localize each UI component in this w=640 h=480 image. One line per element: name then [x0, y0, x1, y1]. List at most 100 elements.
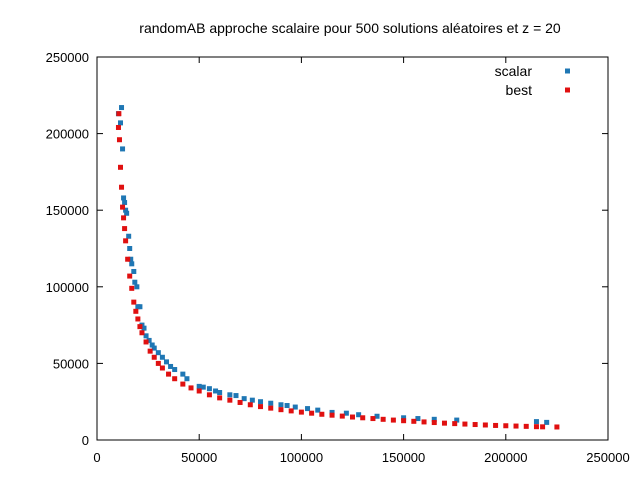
point-scalar	[119, 105, 125, 111]
point-scalar	[159, 354, 165, 360]
series-best	[115, 111, 560, 430]
point-scalar	[184, 376, 190, 382]
point-best	[115, 124, 121, 130]
point-best	[390, 417, 396, 423]
point-scalar	[454, 417, 460, 423]
point-best	[127, 273, 133, 279]
x-tick-label: 250000	[586, 450, 629, 465]
point-best	[135, 316, 141, 322]
point-best	[523, 423, 529, 429]
point-best	[139, 330, 145, 336]
point-best	[116, 137, 122, 143]
point-best	[131, 299, 137, 305]
y-tick-label: 0	[82, 433, 89, 448]
point-best	[143, 339, 149, 345]
point-best	[227, 397, 233, 403]
point-best	[472, 422, 478, 428]
x-tick-label: 150000	[382, 450, 425, 465]
point-best	[503, 423, 509, 429]
point-scalar	[196, 383, 202, 389]
point-best	[166, 371, 172, 377]
point-best	[482, 422, 488, 428]
point-scalar	[284, 403, 290, 409]
point-scalar	[268, 400, 274, 406]
y-tick-label: 100000	[46, 280, 89, 295]
plot-area-border	[96, 56, 609, 441]
point-best	[247, 402, 253, 408]
point-best	[298, 409, 304, 415]
axes: 0 50000 100000 150000 200000 250000 0 50000 1000…	[46, 50, 630, 465]
point-scalar	[134, 284, 140, 290]
point-scalar	[200, 384, 206, 390]
point-best	[151, 354, 157, 360]
point-scalar	[120, 146, 126, 152]
chart-title: randomAB approche scalaire pour 500 solu…	[139, 20, 561, 36]
y-tick-label: 250000	[46, 50, 89, 65]
point-best	[540, 424, 546, 430]
point-best	[421, 419, 427, 425]
point-best	[122, 226, 128, 232]
point-best	[133, 308, 139, 314]
point-best	[319, 411, 325, 417]
point-best	[116, 111, 122, 117]
point-best	[360, 415, 366, 421]
point-scalar	[227, 392, 233, 398]
point-scalar	[233, 393, 239, 399]
point-best	[217, 395, 223, 401]
point-best	[129, 285, 135, 291]
point-best	[329, 412, 335, 418]
point-scalar	[168, 363, 174, 369]
point-best	[493, 422, 499, 428]
point-scalar	[124, 210, 130, 216]
point-best	[159, 365, 165, 371]
point-scalar	[172, 367, 178, 373]
point-scalar	[146, 337, 152, 343]
x-tick-label: 0	[93, 450, 100, 465]
point-scalar	[128, 256, 134, 262]
point-best	[370, 416, 376, 422]
point-scalar	[155, 350, 161, 356]
point-scalar	[374, 413, 380, 419]
y-tick-label: 150000	[46, 203, 89, 218]
point-scalar	[217, 390, 223, 396]
point-best	[119, 184, 125, 190]
y-tick-label: 200000	[46, 127, 89, 142]
point-best	[452, 421, 458, 427]
point-best	[401, 418, 407, 424]
point-scalar	[278, 402, 284, 408]
point-scalar	[241, 396, 247, 402]
point-scalar	[305, 406, 311, 412]
point-scalar	[149, 342, 155, 348]
point-scalar	[126, 233, 132, 239]
x-tick-label: 50000	[181, 450, 217, 465]
point-best	[278, 407, 284, 413]
point-best	[258, 404, 264, 410]
point-best	[188, 385, 194, 391]
y-tick-label: 50000	[53, 356, 89, 371]
point-scalar	[118, 120, 124, 126]
point-scalar	[206, 386, 212, 392]
point-scalar	[121, 195, 127, 201]
point-scalar	[213, 388, 219, 394]
point-best	[411, 418, 417, 424]
point-best	[309, 410, 315, 416]
point-best	[172, 376, 178, 382]
legend-marker-scalar	[565, 68, 570, 74]
point-scalar	[180, 371, 186, 377]
point-best	[431, 420, 437, 426]
point-scalar	[329, 409, 335, 415]
point-best	[206, 392, 212, 398]
point-best	[462, 421, 468, 427]
point-best	[380, 416, 386, 422]
point-scalar	[401, 415, 407, 421]
point-scalar	[356, 412, 362, 418]
point-scalar	[343, 410, 349, 416]
data-points	[115, 105, 560, 430]
x-tick-label: 200000	[484, 450, 527, 465]
point-best	[554, 424, 560, 430]
legend-label-scalar: scalar	[495, 63, 533, 79]
point-scalar	[132, 279, 138, 285]
point-best	[196, 388, 202, 394]
